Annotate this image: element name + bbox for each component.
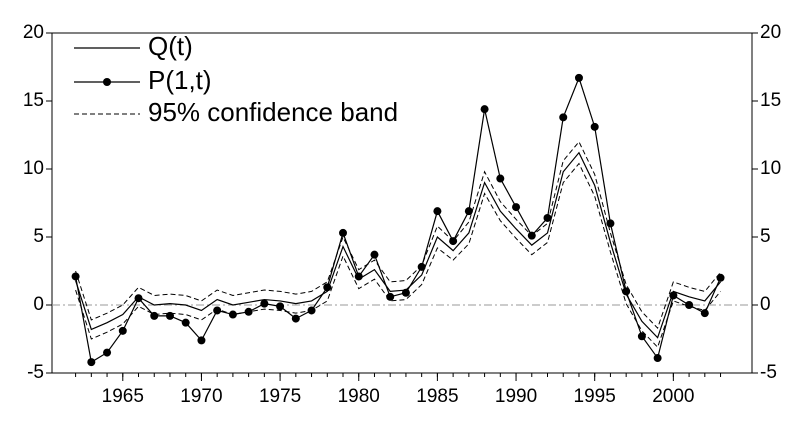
series-line <box>75 151 722 339</box>
point <box>464 207 473 216</box>
point <box>354 272 363 281</box>
y2-tick-label: 5 <box>760 226 771 247</box>
point <box>637 332 646 341</box>
point <box>323 283 332 292</box>
x-tick-label: 1965 <box>102 386 144 407</box>
point <box>386 292 395 301</box>
point <box>228 310 237 319</box>
point <box>559 113 568 122</box>
legend-label: P(1,t) <box>148 65 212 95</box>
y2-tick-label: 10 <box>760 158 781 179</box>
point <box>276 302 285 311</box>
legend-label: Q(t) <box>148 31 193 61</box>
point <box>716 273 725 282</box>
point <box>197 336 206 345</box>
point <box>339 228 348 237</box>
y-tick-label: 5 <box>33 226 44 247</box>
x-tick-label: 1975 <box>259 386 301 407</box>
point <box>260 299 269 308</box>
point <box>622 287 631 296</box>
x-tick-label: 1995 <box>574 386 616 407</box>
point <box>307 306 316 315</box>
x-tick-label: 1985 <box>416 386 458 407</box>
point <box>291 314 300 323</box>
legend-marker <box>103 78 111 86</box>
point <box>417 262 426 271</box>
point <box>401 288 410 297</box>
y-tick-label: 0 <box>33 294 44 315</box>
point <box>496 174 505 183</box>
point <box>103 348 112 357</box>
point <box>71 272 80 281</box>
point <box>685 301 694 309</box>
point <box>480 105 489 114</box>
point <box>527 231 536 240</box>
point <box>134 294 143 303</box>
y-tick-label: -5 <box>27 362 44 383</box>
point <box>213 306 222 315</box>
y-tick-label: 15 <box>23 90 44 111</box>
point <box>433 207 442 216</box>
x-tick-label: 1970 <box>180 386 222 407</box>
x-tick-label: 1980 <box>338 386 380 407</box>
point <box>244 307 253 316</box>
y2-tick-label: 20 <box>760 22 781 43</box>
point <box>181 318 190 327</box>
point <box>165 311 174 320</box>
point <box>653 354 662 363</box>
y2-tick-label: -5 <box>760 362 777 383</box>
plot-frame <box>51 32 753 374</box>
point <box>87 358 96 367</box>
point <box>606 219 615 228</box>
point <box>449 237 458 246</box>
point <box>543 213 552 222</box>
band-line <box>75 162 721 349</box>
point <box>590 122 599 131</box>
x-tick-label: 2000 <box>652 386 694 407</box>
y2-tick-label: 15 <box>760 90 781 111</box>
point <box>118 326 127 335</box>
band-line <box>75 140 721 330</box>
point <box>669 291 678 300</box>
point <box>574 73 583 82</box>
y-tick-label: 10 <box>23 158 44 179</box>
y2-tick-label: 0 <box>760 294 771 315</box>
legend-label: 95% confidence band <box>148 97 398 127</box>
point <box>370 250 379 259</box>
point <box>512 203 521 212</box>
point <box>150 311 159 320</box>
point <box>700 309 709 318</box>
x-tick-label: 1990 <box>495 386 537 407</box>
y-tick-label: 20 <box>23 22 44 43</box>
